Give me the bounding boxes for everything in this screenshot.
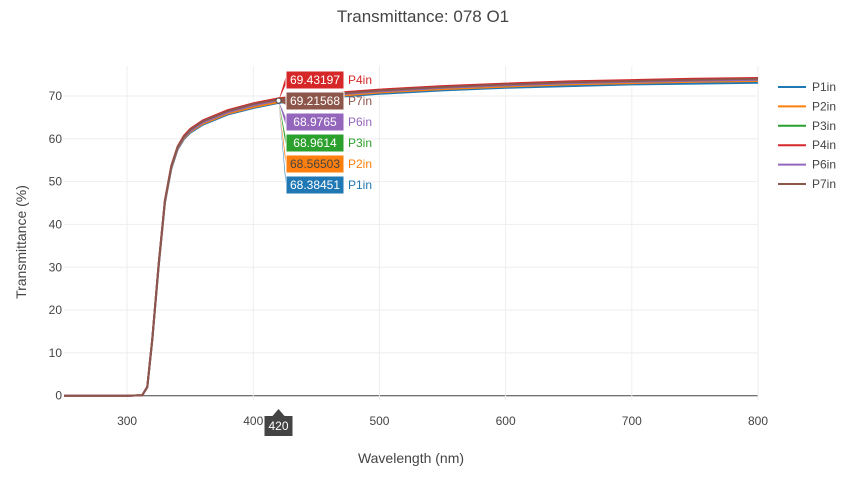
x-hover-pointer <box>272 409 285 416</box>
legend[interactable]: P1in P2in P3in P4in P6in P7in <box>778 80 836 191</box>
x-axis-title: Wavelength (nm) <box>358 450 464 466</box>
chart-title: Transmittance: 078 O1 <box>337 7 509 26</box>
hover-value-box <box>285 91 345 111</box>
legend-label-p1in[interactable]: P1in <box>812 80 836 94</box>
y-tick-label: 0 <box>55 389 62 403</box>
hover-series-name: P1in <box>348 178 372 192</box>
hover-series-name: P6in <box>348 115 372 129</box>
hover-value: 68.9614 <box>293 136 337 150</box>
hover-pointer <box>278 100 286 189</box>
x-hover-box <box>264 416 293 436</box>
hover-value: 69.21568 <box>290 94 340 108</box>
hover-value-box <box>285 112 345 132</box>
hover-pointer <box>278 76 286 101</box>
y-axis-ticks: 0 10 20 30 40 50 60 70 <box>49 89 63 403</box>
hover-series-name: P4in <box>348 73 372 87</box>
hover-series-name: P7in <box>348 94 372 108</box>
hover-value: 68.56503 <box>290 157 340 171</box>
y-tick-label: 60 <box>49 132 63 146</box>
hover-point <box>275 97 282 104</box>
hover-series-name: P3in <box>348 136 372 150</box>
legend-label-p3in[interactable]: P3in <box>812 119 836 133</box>
legend-label-p7in[interactable]: P7in <box>812 177 836 191</box>
hover-value-box <box>285 175 345 195</box>
legend-label-p4in[interactable]: P4in <box>812 138 836 152</box>
x-tick-label: 300 <box>117 414 137 428</box>
y-tick-label: 40 <box>49 217 63 231</box>
y-axis-title: Transmittance (%) <box>13 185 29 299</box>
hover-value-box <box>285 154 345 174</box>
hover-value-box <box>285 70 345 90</box>
hover-value: 68.38451 <box>290 178 340 192</box>
hover-labels: 69.43197 P4in 69.21568 P7in 68.9765 P6in 68.96… <box>264 70 372 436</box>
y-tick-label: 20 <box>49 303 63 317</box>
series-line-p2in[interactable] <box>64 80 759 397</box>
grid <box>64 66 759 400</box>
legend-label-p2in[interactable]: P2in <box>812 99 836 113</box>
series-line-p3in[interactable] <box>64 78 759 397</box>
x-tick-label: 500 <box>369 414 389 428</box>
x-tick-label: 800 <box>748 414 768 428</box>
series-line-p4in[interactable] <box>64 77 759 397</box>
y-tick-label: 30 <box>49 260 63 274</box>
hover-pointer <box>278 97 286 105</box>
y-tick-label: 10 <box>49 346 63 360</box>
legend-label-p6in[interactable]: P6in <box>812 158 836 172</box>
x-tick-label: 400 <box>243 414 263 428</box>
hover-value: 68.9765 <box>293 115 337 129</box>
y-tick-label: 50 <box>49 175 63 189</box>
hover-pointer <box>278 100 286 126</box>
x-hover-value: 420 <box>268 419 288 433</box>
hover-value: 69.43197 <box>290 73 340 87</box>
series-line-p1in[interactable] <box>64 81 759 397</box>
hover-pointer <box>278 100 286 147</box>
hover-series-name: P2in <box>348 157 372 171</box>
series-line-p7in[interactable] <box>64 77 759 397</box>
x-tick-label: 600 <box>496 414 516 428</box>
y-tick-label: 70 <box>49 89 63 103</box>
x-tick-label: 700 <box>622 414 642 428</box>
hover-value-box <box>285 133 345 153</box>
x-axis-ticks: 300 400 500 600 700 800 <box>117 414 768 428</box>
plot-area[interactable] <box>64 77 759 397</box>
series-line-p6in[interactable] <box>64 78 759 397</box>
hover-pointer <box>278 100 286 168</box>
